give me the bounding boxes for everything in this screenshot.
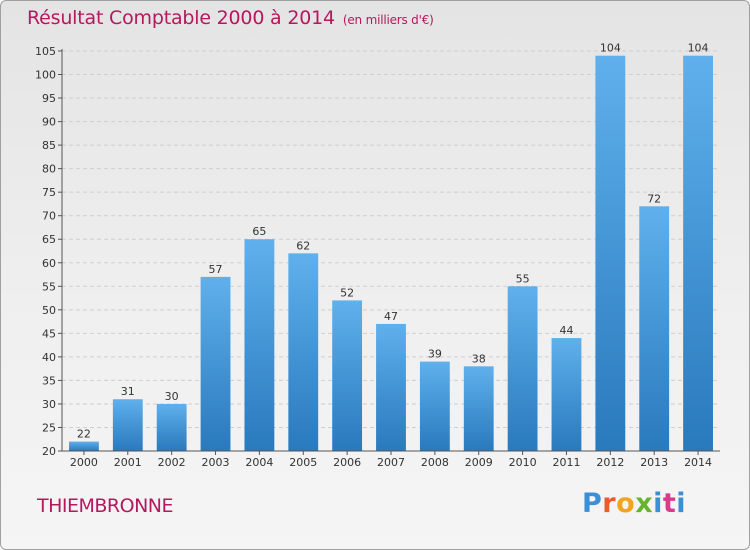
value-label-2000: 22 — [77, 428, 91, 441]
y-tick-label: 20 — [42, 445, 56, 458]
y-tick-label: 60 — [42, 257, 56, 270]
y-tick-label: 70 — [42, 210, 56, 223]
bar-2001 — [112, 399, 143, 451]
value-label-2013: 72 — [647, 192, 661, 205]
bar-2006 — [332, 300, 363, 451]
x-tick-label-2010: 2010 — [509, 456, 537, 469]
value-label-2002: 30 — [165, 390, 179, 403]
value-label-2001: 31 — [121, 385, 135, 398]
y-tick-label: 105 — [35, 45, 56, 58]
value-label-2008: 39 — [428, 348, 442, 361]
x-tick-label-2012: 2012 — [596, 456, 624, 469]
x-tick-label-2001: 2001 — [114, 456, 142, 469]
y-tick-label: 65 — [42, 233, 56, 246]
bar-2004 — [244, 239, 275, 451]
bar-2012 — [595, 55, 626, 452]
x-tick-label-2009: 2009 — [465, 456, 493, 469]
bar-2000 — [69, 441, 99, 451]
y-tick-label: 55 — [42, 280, 56, 293]
value-label-2011: 44 — [559, 324, 573, 337]
x-tick-label-2008: 2008 — [421, 456, 449, 469]
x-tick-label-2002: 2002 — [158, 456, 186, 469]
bar-2008 — [419, 361, 450, 451]
axes: 20 25 30 35 40 45 50 55 60 65 70 75 80 85 90 95 100 105 20… — [35, 45, 720, 469]
x-tick-label-2013: 2013 — [640, 456, 668, 469]
bar-2007 — [376, 323, 406, 451]
x-tick-label-2005: 2005 — [289, 456, 317, 469]
bar-2010 — [507, 286, 538, 451]
y-tick-label: 100 — [35, 69, 56, 82]
bar-2002 — [156, 403, 187, 451]
value-label-2003: 57 — [209, 263, 223, 276]
x-tick-label-2007: 2007 — [377, 456, 405, 469]
x-tick-label-2000: 2000 — [70, 456, 98, 469]
value-label-2005: 62 — [296, 239, 310, 252]
bar-2011 — [551, 338, 582, 451]
y-tick-label: 35 — [42, 374, 56, 387]
y-tick-label: 45 — [42, 327, 56, 340]
bar-2005 — [288, 253, 319, 451]
bar-2014 — [683, 55, 713, 452]
value-label-2014: 104 — [688, 42, 709, 55]
proxiti-logo: Proxiti — [582, 488, 687, 519]
y-tick-label: 95 — [42, 92, 56, 105]
x-tick-label-2004: 2004 — [245, 456, 273, 469]
value-label-2010: 55 — [516, 272, 530, 285]
y-tick-label: 80 — [42, 163, 56, 176]
x-tick-label-2006: 2006 — [333, 456, 361, 469]
bars: 22 31 30 57 65 62 52 47 39 38 55 44 104 72 104 — [69, 42, 713, 452]
bar-2003 — [200, 276, 231, 451]
bar-2013 — [639, 206, 670, 451]
y-tick-label: 30 — [42, 398, 56, 411]
bar-2009 — [463, 366, 494, 451]
x-tick-label-2014: 2014 — [684, 456, 712, 469]
x-tick-label-2003: 2003 — [202, 456, 230, 469]
value-label-2009: 38 — [472, 352, 486, 365]
y-tick-label: 90 — [42, 116, 56, 129]
y-tick-label: 40 — [42, 351, 56, 364]
chart-title-text: Résultat Comptable 2000 à 2014 — [27, 7, 335, 29]
value-label-2006: 52 — [340, 286, 354, 299]
chart-title: Résultat Comptable 2000 à 2014 (en millie… — [27, 7, 434, 29]
y-tick-label: 85 — [42, 139, 56, 152]
chart-subtitle: (en milliers d'€) — [342, 13, 434, 27]
x-tick-label-2011: 2011 — [552, 456, 580, 469]
value-label-2007: 47 — [384, 310, 398, 323]
value-label-2012: 104 — [600, 42, 621, 55]
y-tick-label: 50 — [42, 304, 56, 317]
y-tick-label: 25 — [42, 421, 56, 434]
value-label-2004: 65 — [252, 225, 266, 238]
y-tick-label: 75 — [42, 186, 56, 199]
commune-name: THIEMBRONNE — [37, 495, 174, 517]
